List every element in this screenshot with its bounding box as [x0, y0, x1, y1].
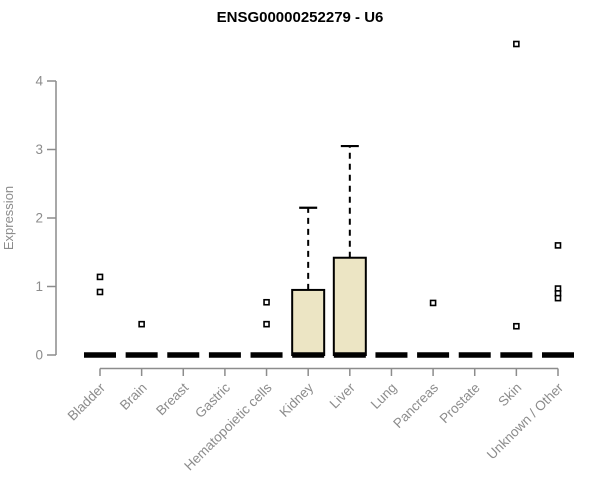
- y-axis-label: Expression: [1, 186, 16, 250]
- x-tick-label: Gastric: [192, 380, 233, 421]
- median-line: [541, 352, 574, 358]
- median-line: [84, 352, 116, 358]
- outlier-point: [429, 299, 437, 307]
- median-line: [333, 352, 366, 358]
- outlier-point: [263, 298, 270, 306]
- x-tick-label: Bladder: [65, 380, 109, 424]
- outlier-point: [263, 320, 270, 328]
- median-line: [375, 352, 408, 358]
- x-tick-label: Unknown / Other: [484, 380, 567, 463]
- outlier-point: [554, 294, 562, 302]
- x-tick-label: Prostate: [437, 380, 483, 426]
- y-tick-label: 0: [35, 348, 43, 363]
- box: [332, 256, 367, 357]
- median-line: [417, 352, 450, 358]
- y-tick-label: 4: [35, 74, 43, 89]
- median-line: [208, 352, 241, 358]
- median-line: [250, 352, 283, 358]
- x-tick-label: Kidney: [277, 380, 317, 420]
- outlier-point: [554, 242, 562, 249]
- chart-title: ENSG00000252279 - U6: [217, 9, 384, 26]
- median-line: [500, 352, 533, 358]
- median-line: [125, 352, 158, 358]
- outlier-point: [96, 273, 104, 281]
- outlier-point: [513, 40, 520, 48]
- median-line: [292, 352, 325, 358]
- outlier-point: [138, 320, 145, 328]
- outlier-point: [513, 322, 520, 330]
- x-tick-label: Pancreas: [390, 380, 441, 431]
- x-tick-label: Lung: [368, 380, 400, 412]
- y-tick-label: 2: [35, 211, 43, 226]
- x-tick-label: Liver: [327, 380, 359, 412]
- box: [291, 288, 326, 356]
- y-tick-label: 3: [35, 142, 43, 157]
- outlier-point: [96, 288, 104, 296]
- median-line: [458, 352, 491, 358]
- x-tick-label: Brain: [117, 380, 150, 413]
- y-tick-label: 1: [35, 279, 43, 294]
- median-line: [167, 352, 200, 358]
- x-tick-label: Breast: [153, 380, 191, 418]
- x-tick-label: Skin: [495, 380, 524, 409]
